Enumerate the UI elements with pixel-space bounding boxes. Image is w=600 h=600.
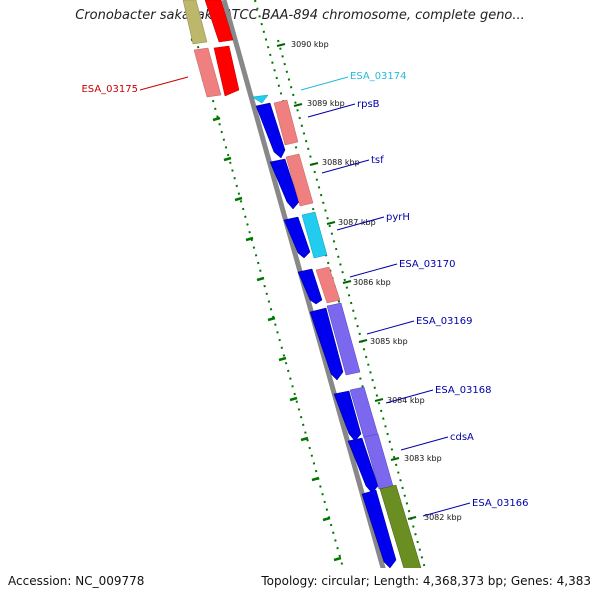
tick-label: 3089 kbp	[307, 99, 345, 108]
gene-label-esa-03169[interactable]: ESA_03169	[416, 316, 473, 327]
tick-label: 3088 kbp	[322, 158, 360, 167]
leader-tsf	[321, 159, 370, 174]
tick-label: 3087 kbp	[338, 218, 376, 227]
leader-esa-03168	[385, 389, 434, 404]
leader-esa-03169	[366, 320, 415, 335]
feature-tsf[interactable]	[285, 153, 314, 207]
tick-label: 3082 kbp	[424, 513, 462, 522]
leader-rpsB	[307, 103, 356, 118]
leader-cdsA	[400, 436, 449, 451]
forward-cds-arrows[interactable]	[255, 102, 397, 568]
tick-label: 3090 kbp	[291, 40, 329, 49]
genome-backbone	[221, 0, 386, 568]
feature-esa-03175-a[interactable]	[193, 47, 222, 98]
feature-esa-03175-c[interactable]	[213, 45, 240, 97]
feature-khaki[interactable]	[182, 0, 208, 45]
feature-esa-03166[interactable]	[379, 484, 422, 572]
gene-label-esa-03168[interactable]: ESA_03168	[435, 385, 492, 396]
gene-label-esa-03166[interactable]: ESA_03166	[472, 498, 529, 509]
gene-label-pyrH[interactable]: pyrH	[386, 212, 410, 223]
leader-esa-03174	[300, 76, 349, 91]
feature-esa-03174[interactable]	[251, 94, 269, 104]
gene-label-esa-03175[interactable]: ESA_03175	[81, 84, 138, 95]
gene-label-rpsB[interactable]: rpsB	[357, 99, 380, 110]
feature-esa-03175-b[interactable]	[204, 0, 234, 43]
gene-label-esa-03170[interactable]: ESA_03170	[399, 259, 456, 270]
genome-stats-text: Topology: circular; Length: 4,368,373 bp…	[261, 574, 591, 588]
kbp-ticks	[276, 43, 417, 520]
feature-esa-03170[interactable]	[315, 266, 341, 304]
leader-esa-03170	[349, 263, 398, 278]
tick-label: 3083 kbp	[404, 454, 442, 463]
feature-esa-03169[interactable]	[326, 302, 361, 376]
gene-label-esa-03174[interactable]: ESA_03174	[350, 71, 407, 82]
tick-label: 3086 kbp	[353, 278, 391, 287]
tick-label: 3084 kbp	[387, 396, 425, 405]
tick-label: 3085 kbp	[370, 337, 408, 346]
feature-rpsB[interactable]	[273, 99, 299, 146]
feature-pyrH[interactable]	[301, 211, 328, 259]
accession-text: Accession: NC_009778	[8, 574, 145, 588]
minor-ticks	[190, 36, 342, 562]
leader-pyrH	[336, 216, 385, 231]
leader-esa-03166	[422, 502, 471, 517]
leader-esa-03175	[139, 76, 189, 91]
gene-label-tsf[interactable]: tsf	[371, 155, 384, 166]
gene-label-cdsA[interactable]: cdsA	[450, 432, 474, 443]
